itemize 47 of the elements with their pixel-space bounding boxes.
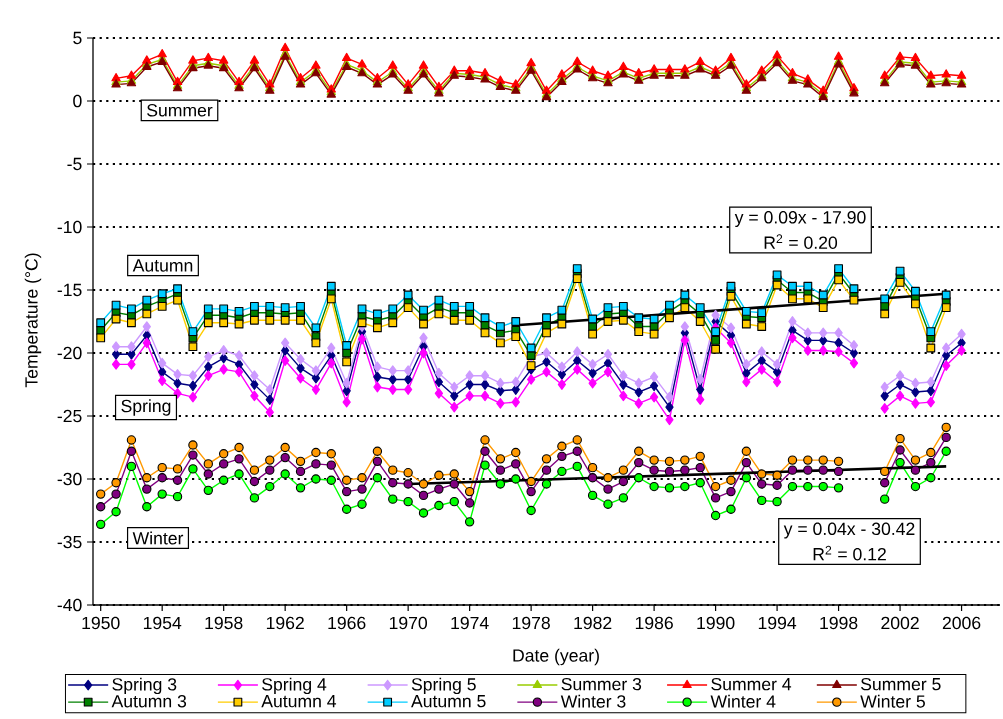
x-tick-label: 1974 <box>451 616 489 630</box>
legend-label: Winter 3 <box>560 694 626 708</box>
y-tick-label: 5 <box>73 31 82 45</box>
legend-label: Winter 5 <box>860 694 925 708</box>
legend-label: Autumn 3 <box>111 694 187 708</box>
annotation: y = 0.04x - 30.42 <box>783 522 915 539</box>
annotation: y = 0.09x - 17.90 <box>734 211 866 228</box>
x-tick-label: 1950 <box>82 616 120 630</box>
y-tick-label: -15 <box>57 283 82 297</box>
legend-label: Autumn 4 <box>261 695 337 708</box>
x-tick-label: 1994 <box>758 616 797 630</box>
y-tick-label: -35 <box>57 535 82 549</box>
legend-label: Spring 5 <box>411 677 476 695</box>
x-tick-label: 1954 <box>143 616 182 630</box>
x-tick-label: 1970 <box>389 616 428 630</box>
x-tick-label: 1986 <box>635 616 673 630</box>
x-tick-label: 2002 <box>881 616 919 630</box>
x-tick-label: 1990 <box>697 616 735 630</box>
y-tick-label: -30 <box>57 472 82 486</box>
legend-label: Spring 3 <box>112 677 177 695</box>
annotation: Autumn <box>132 259 193 272</box>
legend-label: Winter 4 <box>710 694 776 708</box>
x-tick-label: 1962 <box>266 616 304 630</box>
y-tick-label: -40 <box>57 598 82 612</box>
annotation: Spring <box>121 399 171 416</box>
x-tick-label: 2006 <box>942 616 981 630</box>
legend-label: Summer 5 <box>860 677 941 691</box>
y-tick-label: -20 <box>57 346 82 360</box>
x-tick-label: 1958 <box>205 616 243 630</box>
legend-label: Autumn 5 <box>411 695 486 708</box>
legend-label: Summer 4 <box>711 677 792 691</box>
y-axis-title: Temperature (°C) <box>24 253 42 388</box>
x-tick-label: 1978 <box>512 616 550 630</box>
annotation: R$^{2}$ = 0.20 <box>764 234 838 249</box>
legend-label: Spring 4 <box>262 677 327 695</box>
annotation: Summer <box>147 104 213 117</box>
x-tick-label: 1998 <box>820 616 858 630</box>
x-tick-label: 1982 <box>574 616 612 630</box>
annotation: R$^{2}$ = 0.12 <box>813 545 886 561</box>
y-tick-label: -25 <box>57 409 82 423</box>
x-axis-title: Date (year) <box>513 648 599 666</box>
y-tick-label: -10 <box>57 220 82 234</box>
y-tick-label: -5 <box>67 157 82 171</box>
y-tick-label: 0 <box>73 94 82 108</box>
annotation: Winter <box>132 531 184 545</box>
x-tick-label: 1966 <box>328 616 366 630</box>
legend-label: Summer 3 <box>561 677 642 691</box>
